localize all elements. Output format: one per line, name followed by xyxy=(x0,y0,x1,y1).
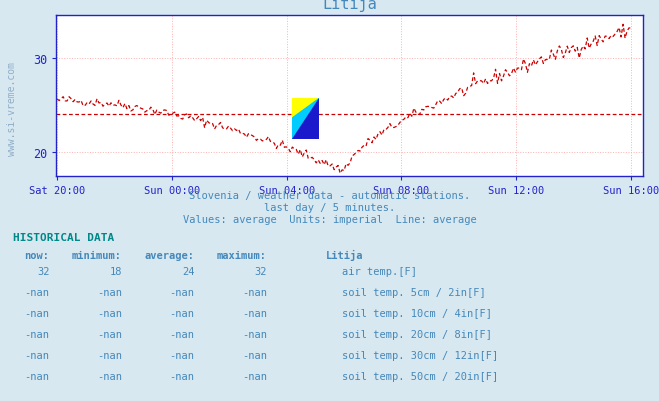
Text: 18: 18 xyxy=(109,267,122,277)
Text: soil temp. 20cm / 8in[F]: soil temp. 20cm / 8in[F] xyxy=(342,329,492,339)
Polygon shape xyxy=(292,99,320,119)
Title: Litija: Litija xyxy=(322,0,377,12)
Text: -nan: -nan xyxy=(24,288,49,298)
Text: -nan: -nan xyxy=(169,329,194,339)
Text: soil temp. 30cm / 12in[F]: soil temp. 30cm / 12in[F] xyxy=(342,350,498,360)
Text: now:: now: xyxy=(24,251,49,261)
Text: -nan: -nan xyxy=(24,308,49,318)
Text: soil temp. 50cm / 20in[F]: soil temp. 50cm / 20in[F] xyxy=(342,371,498,381)
Text: 32: 32 xyxy=(254,267,267,277)
Text: -nan: -nan xyxy=(242,308,267,318)
Text: -nan: -nan xyxy=(97,308,122,318)
Text: -nan: -nan xyxy=(169,288,194,298)
Text: soil temp. 10cm / 4in[F]: soil temp. 10cm / 4in[F] xyxy=(342,308,492,318)
Text: -nan: -nan xyxy=(24,350,49,360)
Text: Slovenia / weather data - automatic stations.: Slovenia / weather data - automatic stat… xyxy=(189,190,470,200)
Text: -nan: -nan xyxy=(97,329,122,339)
Text: average:: average: xyxy=(144,251,194,261)
Text: HISTORICAL DATA: HISTORICAL DATA xyxy=(13,233,115,243)
Text: minimum:: minimum: xyxy=(72,251,122,261)
Text: -nan: -nan xyxy=(24,329,49,339)
Text: -nan: -nan xyxy=(169,308,194,318)
Text: -nan: -nan xyxy=(24,371,49,381)
Text: 24: 24 xyxy=(182,267,194,277)
Text: 32: 32 xyxy=(37,267,49,277)
Text: -nan: -nan xyxy=(97,371,122,381)
Text: -nan: -nan xyxy=(242,350,267,360)
Text: -nan: -nan xyxy=(97,350,122,360)
Polygon shape xyxy=(292,99,320,139)
Text: -nan: -nan xyxy=(97,288,122,298)
Text: maximum:: maximum: xyxy=(217,251,267,261)
Text: -nan: -nan xyxy=(242,329,267,339)
Text: -nan: -nan xyxy=(169,371,194,381)
Text: www.si-vreme.com: www.si-vreme.com xyxy=(7,61,17,155)
Text: -nan: -nan xyxy=(169,350,194,360)
Text: Litija: Litija xyxy=(326,250,364,261)
Text: Values: average  Units: imperial  Line: average: Values: average Units: imperial Line: av… xyxy=(183,215,476,225)
Text: soil temp. 5cm / 2in[F]: soil temp. 5cm / 2in[F] xyxy=(342,288,486,298)
Polygon shape xyxy=(292,99,320,139)
Text: -nan: -nan xyxy=(242,371,267,381)
Text: -nan: -nan xyxy=(242,288,267,298)
Text: air temp.[F]: air temp.[F] xyxy=(342,267,417,277)
Text: last day / 5 minutes.: last day / 5 minutes. xyxy=(264,203,395,213)
